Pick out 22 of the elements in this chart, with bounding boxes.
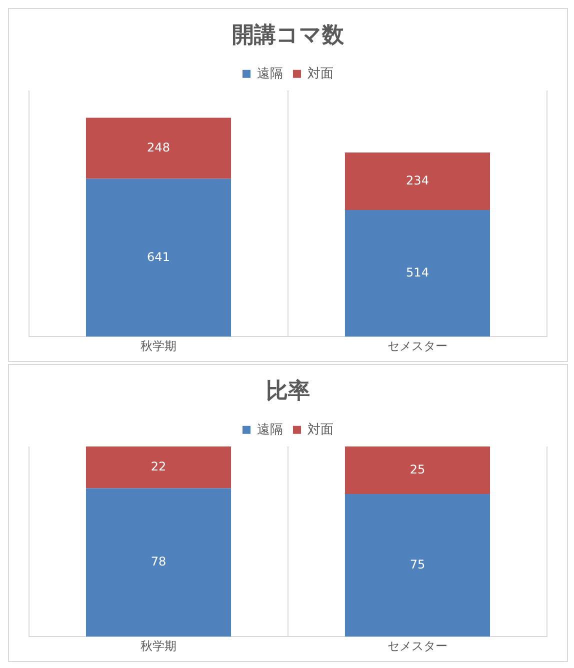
chart-title: 開講コマ数 [232,22,345,48]
data-label: 78 [150,554,166,569]
data-label: 75 [410,557,426,572]
data-label: 234 [406,173,429,188]
data-label: 641 [147,250,170,264]
chart-title: 比率 [266,378,310,404]
x-tick-label: 秋学期 [140,638,176,653]
data-label: 22 [150,459,166,474]
bar [86,118,232,179]
x-tick-label: セメスター [388,338,448,353]
data-label: 514 [406,265,429,280]
legend-label: 遠隔 [257,422,283,438]
data-label: 25 [410,462,426,476]
legend-label: 遠隔 [257,66,283,82]
x-tick-label: 秋学期 [140,338,176,353]
legend-label: 対面 [308,421,334,438]
legend-label: 対面 [308,65,334,82]
bar [344,210,490,337]
x-tick-label: セメスター [388,638,448,653]
bar [86,178,232,337]
data-label: 248 [147,140,170,154]
bar [344,152,490,210]
